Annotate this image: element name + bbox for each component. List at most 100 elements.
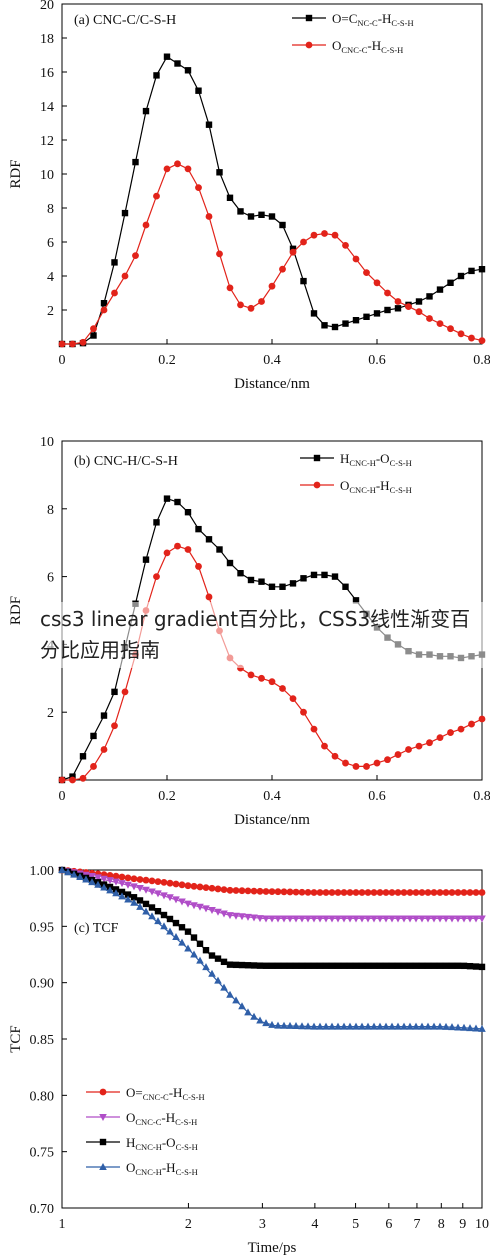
- data-point: [363, 763, 370, 770]
- data-point: [418, 915, 426, 923]
- data-point: [292, 1022, 300, 1030]
- data-point: [148, 888, 156, 896]
- data-point: [316, 915, 324, 923]
- data-point: [430, 915, 438, 923]
- data-point: [174, 498, 181, 506]
- data-point: [256, 915, 264, 923]
- data-point: [310, 962, 318, 969]
- x-tick-label: 0.2: [158, 789, 176, 804]
- data-point: [447, 279, 454, 286]
- data-point: [205, 593, 213, 601]
- data-point: [148, 904, 156, 911]
- data-point: [121, 209, 129, 217]
- data-point: [247, 213, 255, 220]
- data-point: [442, 962, 450, 969]
- data-point: [154, 890, 162, 898]
- data-point: [316, 889, 324, 896]
- y-tick-label: 18: [40, 32, 54, 47]
- data-point: [268, 678, 276, 686]
- data-point: [279, 265, 286, 273]
- legend-marker: [305, 14, 313, 22]
- data-point: [292, 915, 300, 923]
- x-tick-label: 8: [438, 1217, 445, 1232]
- data-point: [280, 962, 288, 969]
- data-point: [426, 739, 433, 747]
- x-tick-label: 0.6: [368, 789, 386, 804]
- data-point: [112, 878, 120, 886]
- legend-subscript: CNC-H: [349, 458, 375, 468]
- y-tick-label: 12: [40, 134, 54, 149]
- y-tick-label: 10: [40, 435, 54, 450]
- data-point: [468, 267, 475, 275]
- data-point: [280, 915, 288, 923]
- data-point: [340, 915, 348, 923]
- y-tick-label: 10: [40, 168, 54, 183]
- data-point: [460, 915, 468, 923]
- data-point: [153, 192, 160, 200]
- legend-marker: [313, 481, 321, 489]
- data-point: [472, 963, 480, 970]
- data-point: [237, 301, 244, 309]
- data-point: [310, 571, 318, 579]
- data-point: [226, 886, 234, 894]
- data-point: [352, 317, 360, 324]
- data-point: [478, 963, 486, 971]
- legend-label: HCNC-H-OC-S-H: [126, 1135, 198, 1152]
- data-point: [256, 1016, 264, 1024]
- data-point: [184, 944, 192, 952]
- data-point: [388, 962, 396, 969]
- legend-text: -H: [162, 1160, 176, 1175]
- legend-label: OCNC-C-HC-S-H: [126, 1110, 197, 1127]
- data-point: [226, 194, 234, 201]
- legend-subscript: C-S-H: [390, 485, 412, 495]
- data-point: [457, 272, 465, 280]
- data-point: [426, 315, 433, 322]
- data-point: [340, 1022, 348, 1030]
- data-point: [268, 282, 276, 290]
- data-point: [268, 1020, 276, 1028]
- data-point: [478, 266, 486, 273]
- data-point: [195, 87, 202, 94]
- data-point: [262, 1019, 270, 1027]
- data-point: [405, 746, 412, 753]
- x-tick-label: 0: [59, 353, 66, 368]
- data-point: [82, 875, 90, 883]
- data-point: [412, 915, 420, 923]
- data-point: [196, 956, 204, 964]
- data-point: [304, 962, 312, 969]
- data-point: [342, 320, 349, 327]
- data-point: [310, 310, 318, 317]
- data-point: [298, 888, 306, 896]
- legend-entry-2: OCNC-H-HC-S-H: [300, 478, 412, 495]
- series-2: [58, 160, 486, 348]
- data-point: [466, 889, 474, 896]
- data-point: [352, 889, 360, 896]
- data-point: [142, 556, 150, 563]
- data-point: [321, 742, 328, 750]
- data-point: [250, 962, 258, 969]
- x-tick-label: 0.8: [473, 789, 490, 804]
- data-point: [406, 889, 414, 896]
- data-point: [178, 938, 186, 946]
- y-tick-label: 8: [47, 202, 54, 217]
- data-point: [58, 340, 66, 348]
- x-tick-label: 0.6: [368, 353, 386, 368]
- data-point: [415, 308, 423, 316]
- data-point: [400, 962, 408, 969]
- data-point: [178, 898, 186, 906]
- data-point: [436, 734, 444, 742]
- data-point: [466, 1024, 474, 1032]
- data-point: [460, 1023, 468, 1031]
- data-point: [100, 875, 108, 883]
- data-point: [237, 208, 244, 215]
- data-point: [316, 962, 324, 969]
- chart-title: (b) CNC-H/C-S-H: [74, 454, 178, 469]
- data-point: [106, 872, 114, 879]
- data-point: [226, 559, 234, 567]
- chart-panel-1: 2 4 6 8 10 12 14 16 18 20 0 0.2 0.4 0.6 0.8 Distance/nm…: [8, 0, 490, 392]
- legend-subscript: CNC-C: [135, 1117, 161, 1127]
- data-point: [195, 563, 202, 570]
- legend-label: OCNC-H-HC-S-H: [340, 478, 412, 495]
- data-point: [346, 962, 354, 969]
- data-point: [405, 303, 412, 310]
